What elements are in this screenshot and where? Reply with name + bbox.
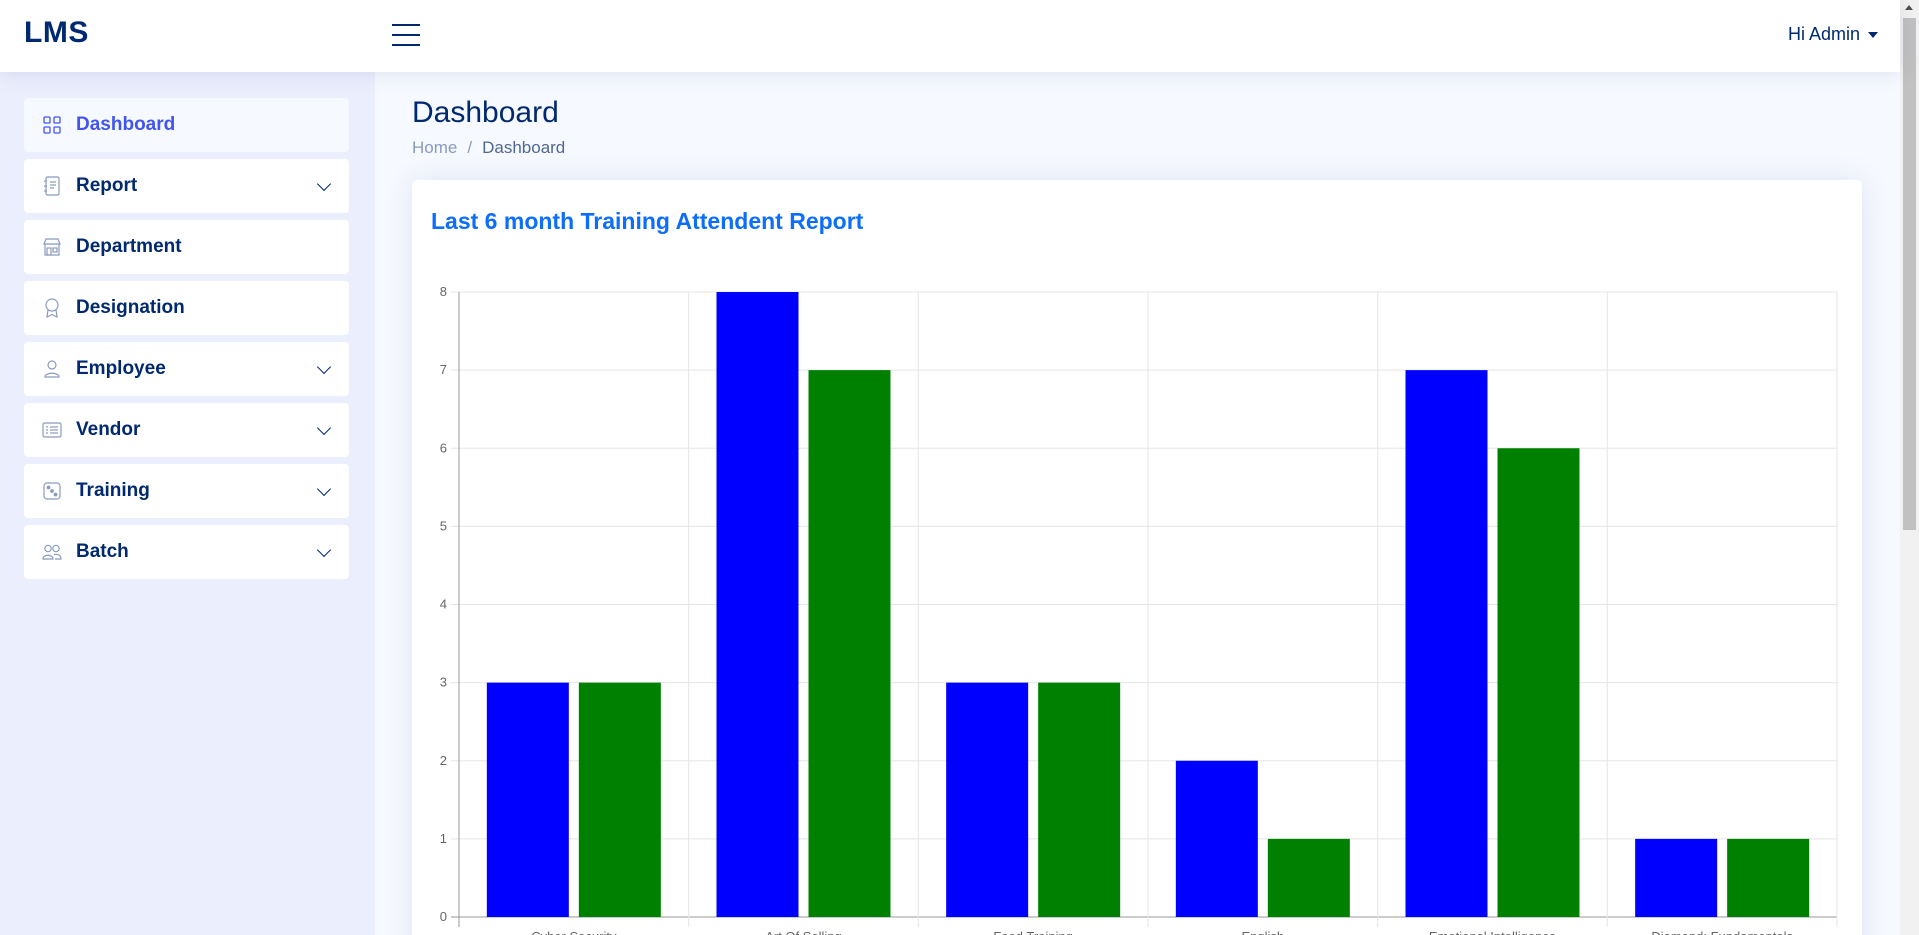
page-title: Dashboard: [412, 96, 559, 129]
breadcrumb: Home / Dashboard: [412, 138, 565, 158]
sidebar-item-vendor[interactable]: Vendor: [24, 403, 349, 457]
bar-series2-2: [1038, 682, 1121, 917]
sidebar-item-department[interactable]: Department: [24, 220, 349, 274]
bar-series2-4: [1497, 448, 1580, 917]
bar-series1-4: [1405, 370, 1488, 917]
sidebar-item-report[interactable]: Report: [24, 159, 349, 213]
card-title: Last 6 month Training Attendent Report: [431, 208, 864, 234]
sidebar-item-label: Report: [76, 175, 138, 196]
y-tick-label: 6: [440, 440, 447, 455]
x-tick-label: Food Training: [993, 929, 1073, 935]
breadcrumb-separator: /: [467, 138, 473, 157]
y-tick-label: 7: [440, 362, 447, 377]
grid-icon: [42, 115, 62, 135]
caret-down-icon: [1868, 31, 1878, 38]
sidebar-item-label: Designation: [76, 297, 185, 318]
chevron-down-icon[interactable]: [316, 542, 332, 558]
bar-series1-1: [716, 292, 799, 917]
y-tick-label: 0: [440, 909, 447, 924]
sidebar-item-label: Training: [76, 480, 150, 501]
x-tick-label: Emotional Intelligence: [1429, 929, 1556, 935]
user-label: Hi Admin: [1787, 24, 1860, 44]
sidebar-item-label: Vendor: [76, 419, 141, 440]
bar-series2-1: [808, 370, 891, 917]
sidebar-toggle-icon[interactable]: [392, 22, 420, 48]
sidebar-item-label: Dashboard: [76, 114, 176, 135]
report-card: Last 6 month Training Attendent Report 0…: [412, 180, 1862, 935]
scroll-up-arrow-icon[interactable]: [1905, 5, 1913, 10]
person-icon: [42, 359, 62, 379]
x-tick-label: English: [1242, 929, 1285, 935]
x-tick-label: Diamond: Fundamentals: [1651, 929, 1793, 935]
bar-series2-3: [1267, 838, 1350, 917]
bar-series2-0: [578, 682, 661, 917]
breadcrumb-current: Dashboard: [482, 138, 566, 157]
sidebar-nav: Dashboard Report Department Designation Empl…: [24, 98, 349, 586]
journal-icon: [42, 176, 62, 196]
y-tick-label: 1: [440, 831, 447, 846]
sidebar-item-employee[interactable]: Employee: [24, 342, 349, 396]
bar-series1-5: [1635, 838, 1718, 917]
dice-icon: [42, 481, 62, 501]
x-tick-label: Cyber Security: [531, 929, 617, 935]
scrollbar-thumb[interactable]: [1903, 18, 1916, 530]
attendance-bar-chart: 0 1 2 3 4 5 6 7 8 Cyber Security Art Of Selling Foo…: [440, 284, 1838, 935]
sidebar-item-designation[interactable]: Designation: [24, 281, 349, 335]
top-header: LMS Hi Admin: [0, 0, 1900, 72]
chevron-down-icon[interactable]: [316, 176, 332, 192]
user-menu[interactable]: Hi Admin: [1788, 24, 1878, 45]
sidebar: Dashboard Report Department Designation Empl…: [0, 72, 375, 935]
bar-series1-0: [486, 682, 569, 917]
sidebar-item-label: Batch: [76, 541, 129, 562]
chevron-down-icon[interactable]: [316, 359, 332, 375]
y-tick-label: 8: [440, 284, 447, 299]
bar-series2-5: [1727, 838, 1810, 917]
x-tick-label: Art Of Selling: [765, 929, 842, 935]
sidebar-item-label: Employee: [76, 358, 166, 379]
sidebar-item-dashboard[interactable]: Dashboard: [24, 98, 349, 152]
sidebar-item-label: Department: [76, 236, 182, 257]
logo[interactable]: LMS: [24, 16, 89, 49]
bar-series1-3: [1175, 760, 1258, 917]
breadcrumb-home-link[interactable]: Home: [412, 138, 458, 157]
y-tick-label: 2: [440, 753, 447, 768]
y-tick-label: 4: [440, 597, 447, 612]
main-content: Dashboard Home / Dashboard Last 6 month …: [375, 72, 1900, 935]
y-tick-label: 3: [440, 675, 447, 690]
shop-icon: [42, 237, 62, 257]
sidebar-item-training[interactable]: Training: [24, 464, 349, 518]
sidebar-item-batch[interactable]: Batch: [24, 525, 349, 579]
page-scrollbar[interactable]: [1900, 0, 1919, 935]
bar-series1-2: [946, 682, 1029, 917]
people-icon: [42, 542, 62, 562]
award-icon: [42, 298, 62, 318]
chevron-down-icon[interactable]: [316, 481, 332, 497]
y-tick-label: 5: [440, 518, 447, 533]
chevron-down-icon[interactable]: [316, 420, 332, 436]
list-icon: [42, 420, 62, 440]
